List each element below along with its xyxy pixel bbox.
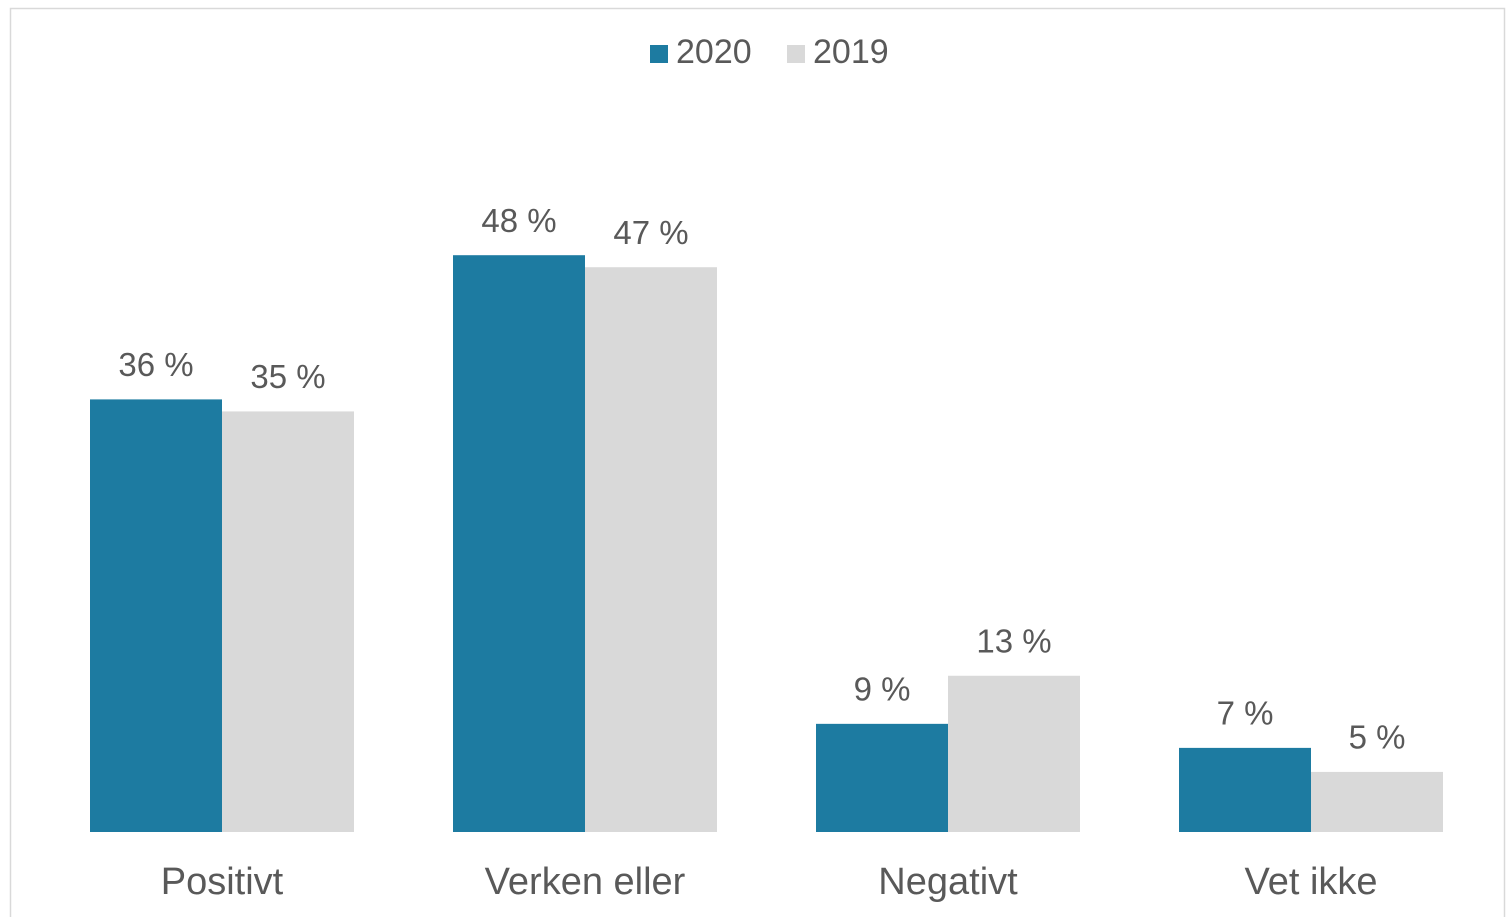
bar [1311,771,1443,832]
data-label: 5 % [1349,719,1406,756]
bar [453,255,585,832]
data-label: 36 % [118,346,193,383]
bar [222,411,354,832]
legend-label: 2019 [813,33,889,71]
legend-swatch [650,45,668,63]
bar [1179,747,1311,832]
x-tick-label: Verken eller [485,861,686,903]
data-label: 47 % [613,214,688,251]
data-label: 48 % [481,202,556,239]
data-label: 9 % [854,671,911,708]
x-tick-label: Negativt [878,861,1018,903]
data-label: 35 % [250,358,325,395]
x-tick-label: Positivt [161,861,284,903]
bar [948,675,1080,832]
x-tick-label: Vet ikke [1244,861,1377,903]
data-label: 13 % [976,623,1051,660]
bar [816,723,948,832]
bar [585,267,717,832]
legend-label: 2020 [676,33,752,71]
bar [90,399,222,832]
data-label: 7 % [1217,695,1274,732]
legend-swatch [787,45,805,63]
